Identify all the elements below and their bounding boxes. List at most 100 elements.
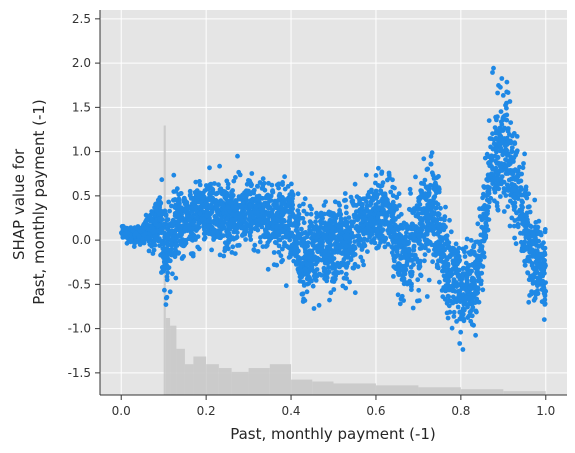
shap-point (355, 264, 361, 269)
shap-point (376, 224, 382, 230)
histogram-bar (176, 348, 185, 395)
shap-point (462, 254, 468, 259)
shap-point (299, 226, 304, 232)
shap-point (331, 287, 337, 292)
shap-point (511, 194, 516, 200)
shap-point (203, 183, 209, 188)
shap-point (149, 209, 155, 214)
shap-point (503, 151, 509, 156)
shap-point (487, 173, 493, 179)
shap-point (224, 178, 230, 184)
shap-point (283, 197, 288, 203)
shap-point (422, 177, 428, 183)
shap-point (543, 280, 548, 285)
shap-point (391, 264, 397, 270)
shap-point (237, 196, 243, 202)
shap-point (301, 208, 307, 214)
shap-point (248, 183, 254, 189)
shap-point (523, 224, 529, 230)
shap-point (341, 275, 347, 281)
shap-point (375, 214, 381, 220)
shap-point (378, 240, 383, 245)
shap-point (499, 76, 505, 81)
shap-point (500, 128, 506, 134)
shap-point (533, 292, 539, 297)
shap-point (216, 182, 221, 188)
shap-point (128, 237, 134, 242)
shap-point (431, 223, 436, 229)
histogram-bar (165, 318, 171, 395)
shap-point (362, 210, 367, 216)
shap-point (454, 284, 459, 289)
shap-point (317, 271, 322, 277)
shap-point (373, 202, 379, 208)
shap-point (182, 201, 188, 207)
shap-point (388, 221, 394, 227)
shap-point (490, 146, 496, 152)
shap-point (399, 235, 405, 241)
shap-point (451, 309, 457, 315)
shap-point (338, 250, 344, 256)
shap-point (413, 174, 418, 180)
shap-point (291, 212, 296, 218)
shap-point (260, 209, 265, 215)
shap-point (141, 232, 147, 238)
shap-point (189, 237, 195, 242)
shap-point (304, 289, 310, 295)
shap-point (408, 264, 414, 270)
y-tick-label: -0.5 (68, 277, 91, 291)
shap-point (486, 187, 492, 193)
shap-point (180, 216, 186, 222)
shap-point (441, 273, 447, 279)
shap-point (417, 298, 422, 303)
shap-point (422, 252, 428, 257)
shap-point (404, 260, 410, 265)
shap-point (162, 287, 167, 293)
shap-point (323, 226, 329, 232)
shap-point (430, 259, 435, 265)
shap-point (434, 175, 440, 181)
shap-point (315, 231, 321, 237)
shap-point (280, 246, 285, 252)
shap-point (424, 294, 430, 299)
shap-point (445, 315, 451, 321)
shap-point (296, 211, 302, 217)
shap-point (520, 231, 526, 236)
shap-point (479, 270, 485, 276)
shap-point (442, 214, 448, 220)
shap-point (186, 205, 191, 211)
shap-point (230, 244, 236, 250)
shap-point (519, 171, 524, 177)
shap-point (303, 268, 309, 273)
shap-point (395, 270, 401, 276)
shap-point (181, 254, 187, 259)
shap-point (209, 247, 215, 253)
shap-point (276, 185, 281, 191)
shap-point (230, 211, 236, 217)
shap-point (392, 185, 397, 191)
shap-point (279, 214, 284, 220)
shap-point (124, 240, 130, 246)
shap-point (193, 179, 199, 185)
shap-point (424, 219, 430, 225)
histogram-bar (231, 371, 249, 395)
shap-point (265, 219, 271, 225)
shap-point (253, 204, 259, 210)
shap-point (162, 260, 167, 265)
shap-point (146, 235, 152, 241)
shap-point (525, 220, 531, 225)
shap-point (439, 238, 445, 244)
shap-point (302, 282, 308, 287)
shap-point (463, 244, 469, 250)
shap-point (221, 253, 227, 259)
shap-point (375, 245, 381, 250)
shap-point (448, 248, 453, 254)
shap-point (438, 255, 444, 261)
shap-point (481, 191, 486, 197)
shap-point (456, 254, 462, 259)
shap-point (312, 257, 318, 263)
shap-point (211, 229, 216, 235)
shap-point (428, 153, 434, 159)
shap-point (456, 292, 462, 297)
shap-point (174, 209, 180, 215)
